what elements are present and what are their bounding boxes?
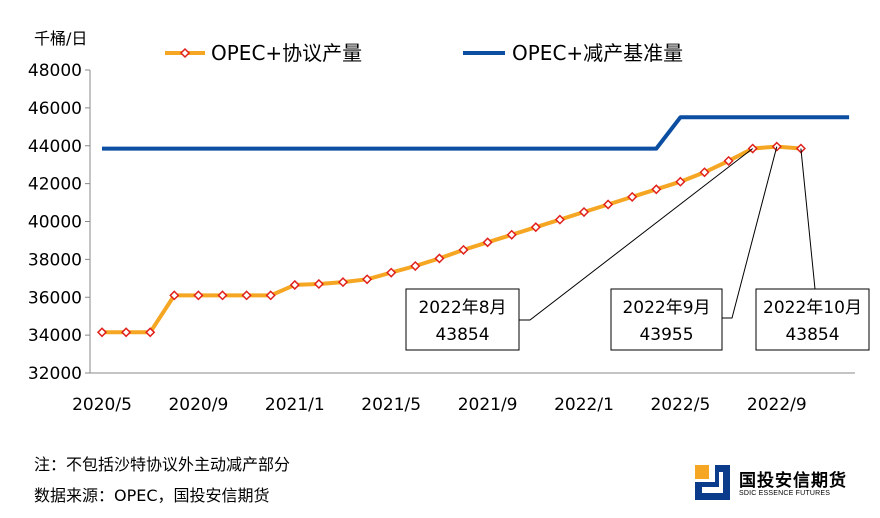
data-point (723, 155, 734, 166)
brand-logo-icon (695, 465, 730, 500)
y-tick-label: 46000 (28, 99, 82, 119)
data-point (169, 290, 180, 301)
brand-name-cn: 国投安信期货 (739, 471, 847, 491)
chart-axes (85, 69, 855, 374)
x-tick-label: 2022/1 (554, 395, 614, 415)
legend-label-production: OPEC+协议产量 (211, 41, 362, 65)
x-tick-label: 2021/5 (361, 395, 421, 415)
y-tick-label: 44000 (28, 137, 82, 157)
legend-label-benchmark: OPEC+减产基准量 (512, 41, 683, 65)
chart-annotations: 2022年8月 43854 2022年9月 43955 2022年10月 43854 (405, 146, 870, 351)
data-point (145, 327, 156, 338)
y-tick-label: 32000 (28, 364, 82, 384)
data-point (506, 229, 517, 240)
y-unit-label: 千桶/日 (34, 29, 87, 48)
x-tick-label: 2020/9 (168, 395, 228, 415)
x-tick-labels: 2020/5 2020/9 2021/1 2021/5 2021/9 2022/1 2022… (72, 395, 807, 415)
data-point (241, 290, 252, 301)
data-point (217, 290, 228, 301)
data-point (603, 199, 614, 210)
data-point (313, 278, 324, 290)
callout-value: 43955 (639, 325, 693, 345)
data-point (96, 327, 108, 338)
data-point (434, 253, 445, 264)
callout-leader (519, 148, 754, 321)
callout-leader (722, 146, 778, 319)
data-point (482, 237, 493, 248)
data-point (458, 244, 469, 255)
callout-label: 2022年9月 (622, 298, 710, 318)
brand-logo: 国投安信期货 SDIC ESSENCE FUTURES (692, 462, 872, 504)
callout-box (610, 288, 723, 351)
brand-name-en: SDIC ESSENCE FUTURES (739, 490, 831, 497)
y-tick-label: 36000 (28, 288, 82, 308)
data-point (554, 214, 565, 225)
data-point (121, 327, 132, 338)
data-point (289, 279, 300, 291)
x-tick-label: 2020/5 (72, 395, 132, 415)
data-point (193, 290, 204, 301)
legend-marker-production (179, 47, 191, 59)
y-tick-label: 38000 (28, 250, 82, 270)
series-line-benchmark (102, 115, 850, 151)
y-tick-label: 42000 (28, 175, 82, 195)
data-point (530, 222, 541, 233)
chart-legend: OPEC+协议产量 OPEC+减产基准量 (165, 41, 683, 65)
callout-leader (800, 148, 816, 290)
x-tick-label: 2021/9 (458, 395, 518, 415)
data-point (410, 260, 421, 272)
y-tick-labels: 32000 34000 36000 38000 40000 42000 44000 46000… (28, 61, 82, 384)
callout-box (755, 288, 870, 351)
callout-label: 2022年8月 (418, 298, 506, 318)
callout-value: 43854 (785, 325, 839, 345)
data-point (699, 167, 710, 178)
y-tick-label: 34000 (28, 326, 82, 346)
callout-box (405, 288, 520, 351)
data-point (675, 176, 686, 187)
data-point (578, 206, 590, 218)
footnote: 注：不包括沙特协议外主动减产部分 (34, 455, 291, 474)
data-point (362, 274, 373, 285)
data-point (651, 184, 662, 195)
data-point (265, 290, 276, 301)
data-point (627, 191, 638, 202)
x-tick-label: 2022/9 (747, 395, 807, 415)
y-tick-label: 40000 (28, 213, 82, 233)
data-point (337, 277, 349, 288)
data-point (386, 267, 397, 278)
callout-value: 43854 (435, 325, 489, 345)
x-tick-label: 2022/5 (650, 395, 710, 415)
callout-label: 2022年10月 (763, 298, 862, 318)
y-tick-label: 48000 (28, 61, 82, 81)
x-tick-label: 2021/1 (265, 395, 325, 415)
chart-series (96, 115, 850, 338)
source-note: 数据来源：OPEC，国投安信期货 (34, 486, 270, 505)
